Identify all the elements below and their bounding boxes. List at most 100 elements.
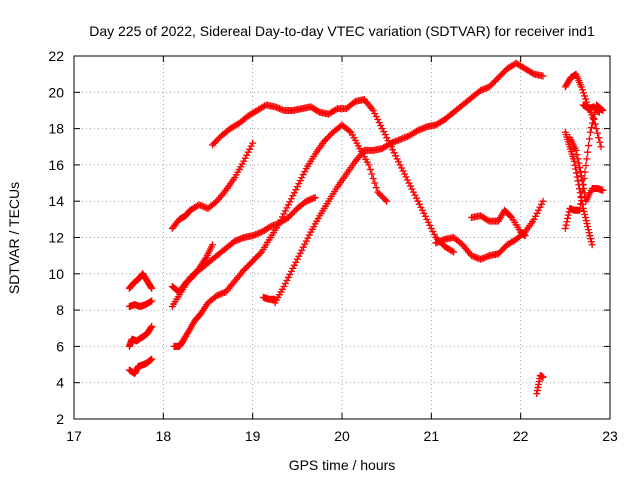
data-point xyxy=(578,86,586,94)
data-point xyxy=(368,170,376,178)
data-point xyxy=(383,134,391,142)
data-point xyxy=(586,232,594,240)
series-seg-n xyxy=(533,371,547,398)
data-point xyxy=(564,214,572,222)
data-point xyxy=(405,179,413,187)
data-point xyxy=(581,214,589,222)
data-point xyxy=(286,198,294,206)
data-point xyxy=(256,250,264,258)
data-point xyxy=(596,138,604,146)
data-point xyxy=(365,161,373,169)
data-point xyxy=(573,169,580,177)
y-tick-label: 12 xyxy=(48,230,64,246)
data-point xyxy=(148,355,156,363)
data-point xyxy=(574,177,582,185)
data-point xyxy=(240,157,248,165)
data-point xyxy=(424,218,432,226)
series-seg-a xyxy=(125,355,156,378)
data-point xyxy=(535,206,543,214)
data-point xyxy=(286,270,294,278)
data-point xyxy=(381,196,389,204)
series-seg-h xyxy=(170,121,391,350)
data-point xyxy=(301,168,309,176)
data-point xyxy=(399,167,407,175)
data-point xyxy=(588,241,596,249)
data-point xyxy=(396,161,404,169)
data-point xyxy=(148,284,156,292)
data-point xyxy=(507,212,515,220)
data-point xyxy=(283,204,291,212)
data-point xyxy=(539,373,547,381)
data-point xyxy=(378,125,386,133)
data-point xyxy=(530,215,538,223)
data-point xyxy=(589,115,597,123)
data-point xyxy=(563,218,571,226)
data-point xyxy=(427,224,435,232)
data-point xyxy=(585,135,593,143)
data-point xyxy=(448,247,456,255)
x-tick-label: 20 xyxy=(334,428,350,444)
data-point xyxy=(594,107,602,115)
data-point xyxy=(404,176,412,184)
data-point xyxy=(277,216,285,224)
data-point xyxy=(374,116,382,124)
data-point xyxy=(561,224,569,232)
data-point xyxy=(450,248,458,256)
data-point xyxy=(570,157,578,165)
data-point xyxy=(539,197,547,205)
y-tick-label: 14 xyxy=(48,193,64,209)
y-tick-label: 2 xyxy=(56,411,64,427)
data-point xyxy=(241,154,249,162)
data-point xyxy=(581,168,589,176)
y-tick-label: 8 xyxy=(56,302,64,318)
data-point xyxy=(244,148,252,156)
data-point xyxy=(395,158,403,166)
data-point xyxy=(414,197,422,205)
data-point xyxy=(401,170,409,178)
data-point xyxy=(572,165,580,173)
data-point xyxy=(583,220,591,228)
data-point xyxy=(539,72,547,80)
x-axis-label: GPS time / hours xyxy=(289,457,396,473)
data-point xyxy=(249,139,257,147)
data-point xyxy=(579,181,587,189)
y-tick-label: 16 xyxy=(48,157,64,173)
data-point xyxy=(536,203,544,211)
data-point xyxy=(577,83,585,91)
data-point xyxy=(584,148,592,156)
x-tick-label: 22 xyxy=(513,428,529,444)
data-point xyxy=(408,185,416,193)
y-axis-label: SDTVAR / TECUs xyxy=(6,182,22,294)
data-point xyxy=(148,297,156,305)
data-point xyxy=(564,211,572,219)
data-point xyxy=(578,187,586,195)
data-point xyxy=(585,229,593,237)
data-point xyxy=(280,210,288,218)
data-point xyxy=(580,207,588,215)
data-point xyxy=(366,165,374,173)
data-point xyxy=(311,194,319,202)
data-point xyxy=(369,175,377,183)
data-point xyxy=(381,131,389,139)
data-point xyxy=(579,89,587,97)
data-point xyxy=(208,241,216,249)
data-point xyxy=(573,173,581,181)
x-tick-label: 18 xyxy=(156,428,172,444)
x-tick-label: 19 xyxy=(245,428,261,444)
data-point xyxy=(281,279,289,287)
grid-lines xyxy=(74,56,610,419)
data-point xyxy=(597,143,605,151)
data-point xyxy=(415,200,423,208)
data-point xyxy=(247,142,255,150)
data-point xyxy=(292,258,300,266)
data-point xyxy=(579,204,587,212)
data-point xyxy=(372,184,380,192)
data-point xyxy=(581,92,589,100)
data-point xyxy=(430,230,438,238)
data-point xyxy=(295,180,303,188)
data-point xyxy=(372,113,380,120)
y-tick-label: 10 xyxy=(48,266,64,282)
data-point xyxy=(584,223,592,231)
data-point xyxy=(293,183,301,191)
